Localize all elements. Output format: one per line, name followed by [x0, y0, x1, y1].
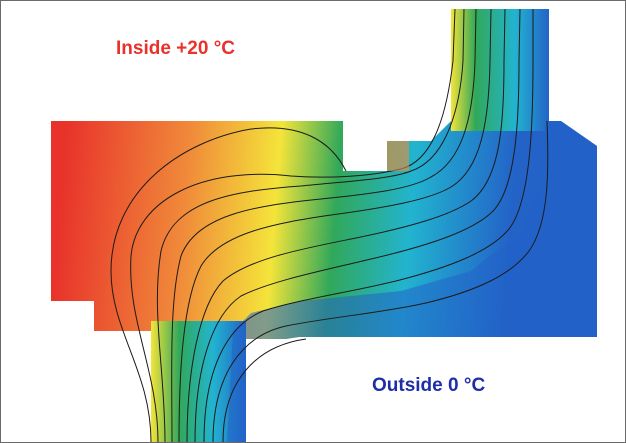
- isotherm-line: [194, 8, 521, 442]
- outside-temperature-label: Outside 0 °C: [372, 375, 486, 396]
- isotherm-line: [203, 9, 534, 442]
- isotherm-line: [110, 127, 347, 442]
- upper-wall-column: [451, 9, 549, 131]
- inside-temperature-label: Inside +20 °C: [116, 38, 236, 59]
- isotherm-line: [212, 120, 549, 442]
- outer-cold-region: [227, 121, 597, 442]
- isotherm-line: [186, 8, 506, 442]
- notch-block: [387, 141, 409, 171]
- isotherm-line: [222, 338, 307, 442]
- isotherm-line: [171, 8, 477, 442]
- isotherm-line: [156, 8, 465, 442]
- isotherm-line: [178, 8, 492, 442]
- lower-wall-column: [151, 321, 246, 442]
- isotherm-line: [130, 8, 456, 442]
- isotherm-lines: [110, 8, 549, 442]
